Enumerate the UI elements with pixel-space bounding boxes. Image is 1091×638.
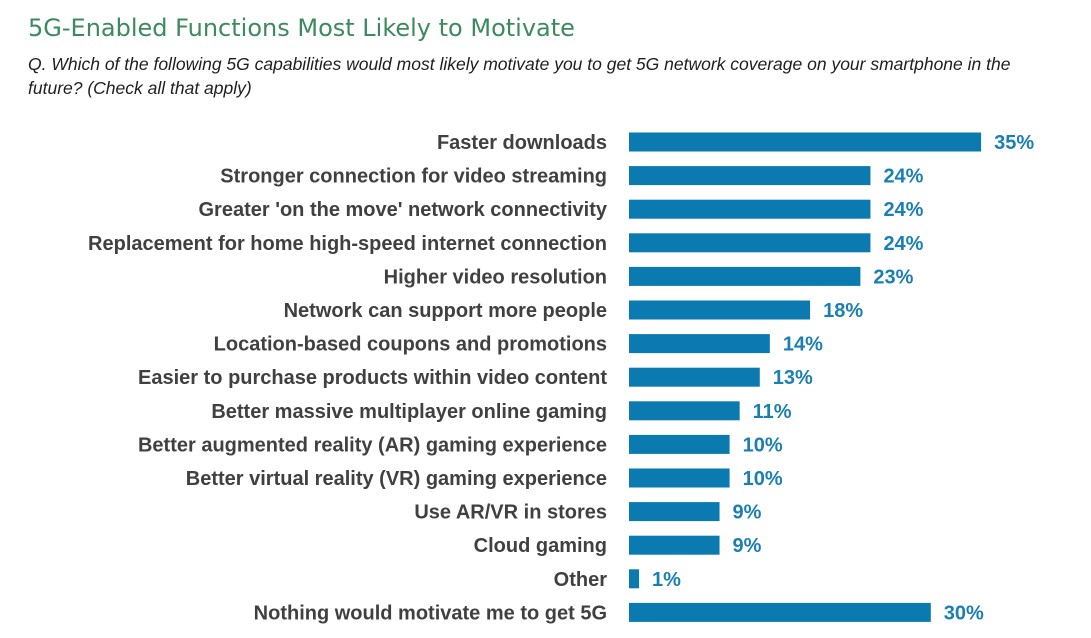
bar (629, 266, 861, 286)
category-label: Better augmented reality (AR) gaming exp… (138, 434, 607, 456)
bar (629, 166, 871, 186)
bar (629, 233, 871, 253)
value-label: 13% (773, 367, 813, 389)
bar (629, 502, 720, 522)
category-label: Better virtual reality (VR) gaming exper… (186, 468, 607, 490)
category-label: Easier to purchase products within video… (138, 367, 607, 389)
category-label: Higher video resolution (384, 266, 607, 288)
bar (629, 367, 760, 387)
value-label: 18% (823, 300, 863, 322)
category-label: Location-based coupons and promotions (214, 334, 607, 356)
category-label: Better massive multiplayer online gaming (211, 401, 607, 423)
category-label: Cloud gaming (474, 535, 607, 557)
value-label: 30% (944, 602, 984, 624)
category-label: Replacement for home high-speed internet… (88, 233, 607, 255)
value-label: 10% (743, 434, 783, 456)
bar (629, 334, 770, 354)
bar (629, 569, 640, 589)
bar (629, 401, 740, 421)
category-label: Use AR/VR in stores (414, 502, 607, 524)
value-label: 1% (652, 569, 681, 591)
value-label: 9% (733, 535, 762, 557)
value-label: 35% (994, 132, 1034, 154)
bar (629, 602, 931, 622)
bar (629, 468, 730, 488)
category-label: Stronger connection for video streaming (220, 166, 607, 188)
value-label: 23% (873, 266, 913, 288)
value-label: 14% (783, 334, 823, 356)
category-label: Network can support more people (284, 300, 607, 322)
value-label: 24% (883, 166, 923, 188)
bar (629, 535, 720, 555)
value-label: 10% (743, 468, 783, 490)
category-label: Nothing would motivate me to get 5G (254, 602, 607, 624)
value-label: 24% (883, 199, 923, 221)
category-label: Faster downloads (437, 132, 607, 154)
value-label: 9% (733, 502, 762, 524)
chart-title: 5G-Enabled Functions Most Likely to Moti… (28, 14, 575, 42)
value-label: 24% (883, 233, 923, 255)
category-label: Greater 'on the move' network connectivi… (198, 199, 607, 221)
bar (629, 300, 811, 320)
value-label: 11% (753, 401, 792, 423)
chart-subtitle: Q. Which of the following 5G capabilitie… (28, 54, 1011, 98)
bar (629, 132, 982, 152)
category-label: Other (554, 569, 608, 591)
bar (629, 434, 730, 454)
bar (629, 199, 871, 219)
